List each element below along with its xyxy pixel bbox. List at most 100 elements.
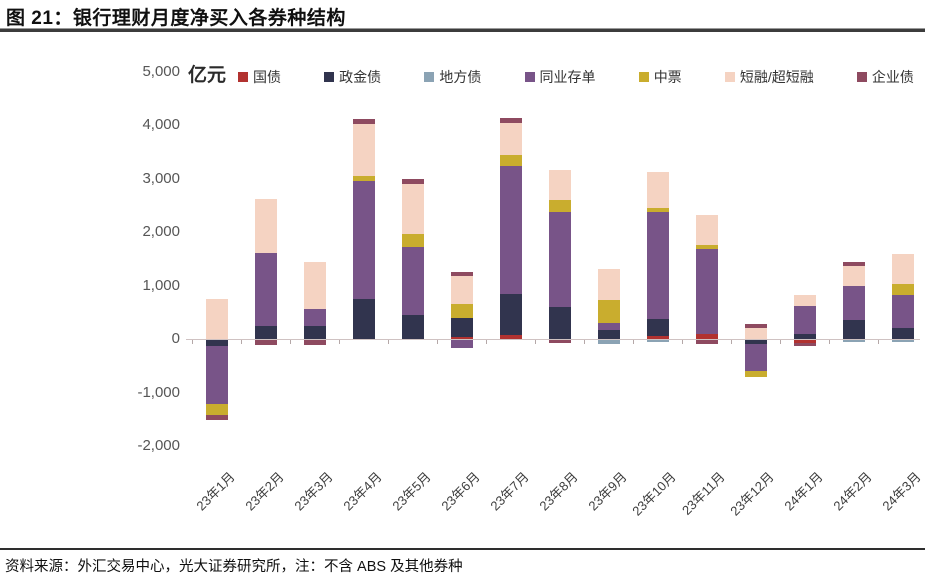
- legend-item: 国债: [238, 67, 281, 87]
- axis-tick: [584, 340, 585, 344]
- legend-label: 同业存单: [539, 69, 596, 85]
- bar-segment: [842, 320, 865, 339]
- bar-segment: [254, 198, 277, 253]
- bar-segment: [450, 304, 473, 318]
- bar-segment: [891, 328, 914, 339]
- unit-label: 亿元: [188, 65, 227, 86]
- bar-segment: [352, 176, 375, 182]
- bar-segment: [548, 169, 571, 200]
- bar-segment: [205, 404, 228, 416]
- bar-segment: [793, 342, 816, 347]
- bar-segment: [646, 207, 669, 212]
- bar-segment: [744, 328, 767, 339]
- bar-segment: [450, 340, 473, 349]
- bar-segment: [450, 317, 473, 338]
- y-tick-label: 5,000: [142, 62, 180, 80]
- y-tick-label: 3,000: [142, 169, 180, 187]
- legend-label: 国债: [253, 69, 281, 85]
- bar-segment: [695, 334, 718, 339]
- chart-legend: 国债 政金债 地方债 同业存单 中票 短融/超短融 企业债: [238, 67, 914, 87]
- bar-segment: [793, 333, 816, 339]
- legend-label: 企业债: [871, 69, 914, 85]
- legend-item: 同业存单: [524, 67, 596, 87]
- legend-swatch-icon: [638, 72, 649, 82]
- bar-segment: [548, 340, 571, 344]
- bar-segment: [401, 314, 424, 339]
- bar-segment: [793, 305, 816, 334]
- bar-segment: [499, 154, 522, 166]
- axis-tick: [388, 340, 389, 344]
- bar-segment: [450, 272, 473, 277]
- bar-segment: [597, 300, 620, 324]
- bar-segment: [303, 326, 326, 339]
- figure-title: 图 21：银行理财月度净买入各券种结构: [6, 8, 346, 29]
- bar-segment: [842, 285, 865, 320]
- bar-segment: [695, 245, 718, 249]
- legend-label: 政金债: [339, 69, 382, 85]
- y-tick-label: 2,000: [142, 223, 180, 240]
- legend-swatch-icon: [856, 72, 867, 82]
- bar-segment: [744, 324, 767, 329]
- bar-segment: [499, 122, 522, 155]
- legend-item: 地方债: [424, 67, 481, 87]
- legend-swatch-icon: [524, 72, 535, 82]
- axis-tick: [535, 340, 536, 344]
- footer-divider: [0, 548, 925, 550]
- legend-label: 短融/超短融: [739, 69, 814, 85]
- bar-segment: [597, 323, 620, 330]
- legend-item: 短融/超短融: [724, 67, 814, 87]
- bar-segment: [205, 415, 228, 421]
- legend-label: 地方债: [439, 69, 482, 85]
- bar-segment: [842, 340, 865, 343]
- bar-segment: [597, 340, 620, 345]
- bar-segment: [205, 340, 228, 346]
- bar-segment: [744, 340, 767, 345]
- axis-tick: [486, 340, 487, 344]
- bar-segment: [548, 306, 571, 339]
- bar-segment: [254, 252, 277, 326]
- legend-item: 企业债: [856, 67, 914, 87]
- bar-segment: [205, 345, 228, 405]
- bar-segment: [303, 261, 326, 310]
- bar-segment: [401, 179, 424, 184]
- bar-segment: [254, 340, 277, 345]
- bar-segment: [352, 298, 375, 339]
- axis-tick: [682, 340, 683, 344]
- axis-tick: [241, 340, 242, 344]
- bar-segment: [646, 318, 669, 336]
- bar-segment: [891, 253, 914, 284]
- bar-segment: [695, 248, 718, 335]
- bar-segment: [499, 294, 522, 335]
- bar-segment: [597, 268, 620, 301]
- bar-segment: [548, 199, 571, 212]
- bar-segment: [401, 246, 424, 315]
- y-tick-label: 4,000: [142, 116, 180, 133]
- legend-label: 中票: [653, 69, 682, 85]
- source-note: 资料来源：外汇交易中心，光大证券研究所，注：不含 ABS 及其他券种: [5, 559, 463, 575]
- axis-tick: [290, 340, 291, 344]
- axis-tick: [878, 340, 879, 344]
- bar-segment: [891, 294, 914, 329]
- bar-segment: [646, 211, 669, 319]
- y-tick-label: -2,000: [137, 437, 180, 454]
- axis-tick: [829, 340, 830, 344]
- legend-swatch-icon: [324, 72, 335, 82]
- bar-segment: [891, 340, 914, 343]
- axis-tick: [731, 340, 732, 344]
- bar-segment: [401, 233, 424, 247]
- axis-tick: [192, 340, 193, 344]
- bar-segment: [744, 371, 767, 378]
- zero-axis-line: [186, 339, 920, 340]
- bar-segment: [695, 215, 718, 246]
- legend-swatch-icon: [424, 72, 435, 82]
- bar-segment: [303, 309, 326, 327]
- bar-segment: [646, 340, 669, 343]
- bar-segment: [352, 119, 375, 124]
- bar-segment: [450, 337, 473, 339]
- bar-segment: [303, 340, 326, 345]
- axis-tick: [780, 340, 781, 344]
- axis-tick: [437, 340, 438, 344]
- bar-segment: [254, 325, 277, 339]
- bar-segment: [842, 265, 865, 286]
- legend-item: 政金债: [324, 67, 381, 87]
